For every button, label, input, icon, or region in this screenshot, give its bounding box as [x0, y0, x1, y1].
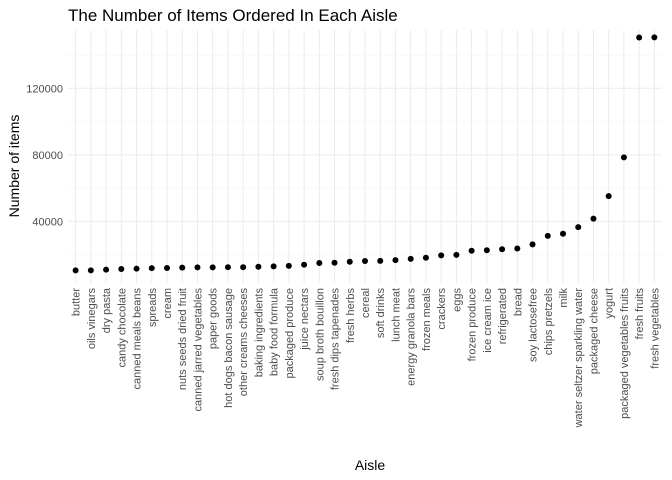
data-point [453, 251, 460, 258]
x-tick-label: fresh dips tapenades [330, 288, 342, 391]
x-tick-label: butter [71, 288, 83, 316]
data-point [483, 247, 490, 254]
x-tick-label: cream [162, 288, 174, 319]
data-point [194, 264, 201, 271]
x-tick-label: yogurt [604, 288, 616, 319]
x-tick-label: baby food formula [269, 287, 281, 376]
data-point [544, 232, 551, 239]
x-tick-label: eggs [451, 288, 463, 312]
x-tick-label: frozen produce [467, 288, 479, 361]
data-point [118, 266, 125, 273]
x-tick-label: canned meals beans [132, 288, 144, 390]
data-point [575, 224, 582, 231]
x-tick-label: bread [512, 288, 524, 316]
data-point [499, 246, 506, 253]
data-point [270, 263, 277, 270]
x-tick-label: other creams cheeses [238, 288, 250, 397]
x-tick-label: baking ingredients [253, 288, 265, 378]
x-tick-label: oils vinegars [86, 288, 98, 350]
data-point [529, 241, 536, 248]
data-point [468, 247, 475, 254]
x-tick-label: milk [558, 288, 570, 308]
x-tick-label: hot dogs bacon sausage [223, 288, 235, 408]
data-point [209, 264, 216, 271]
data-point [72, 267, 79, 274]
data-point [438, 252, 445, 259]
data-point [392, 257, 399, 264]
x-tick-label: juice nectars [299, 288, 311, 351]
data-point [377, 257, 384, 264]
y-tick-labels: 40000 80000 120000 [26, 83, 63, 228]
data-point [133, 265, 140, 272]
data-point [590, 215, 597, 222]
x-tick-label: soy lactosefree [528, 288, 540, 362]
data-point [651, 34, 658, 41]
x-tick-label: water seltzer sparkling water [573, 288, 585, 429]
data-point [514, 245, 521, 252]
data-point [87, 267, 94, 274]
y-tick-label: 80000 [32, 150, 63, 162]
x-tick-label: chips pretzels [543, 288, 555, 356]
x-tick-label: soup broth bouillon [314, 288, 326, 381]
data-point [255, 263, 262, 270]
data-point [240, 264, 247, 271]
y-tick-label: 120000 [26, 83, 63, 95]
x-tick-label: paper goods [208, 288, 220, 350]
x-axis-title: Aisle [355, 457, 386, 473]
y-axis-title: Number of items [6, 115, 22, 218]
data-point [148, 265, 155, 272]
x-tick-label: fresh herbs [345, 288, 357, 344]
data-point [301, 261, 308, 268]
x-tick-label: crackers [436, 288, 448, 330]
data-point [560, 230, 566, 237]
data-point [179, 264, 186, 271]
x-tick-label: lunch meat [390, 288, 402, 342]
x-tick-label: dry pasta [101, 287, 113, 333]
x-tick-label: fresh fruits [634, 288, 646, 340]
data-point [224, 264, 231, 271]
x-tick-label: packaged cheese [588, 288, 600, 374]
x-tick-label: energy granola bars [406, 288, 418, 386]
grid [68, 30, 662, 283]
chart-title: The Number of Items Ordered In Each Aisl… [68, 6, 398, 25]
data-point [605, 193, 612, 200]
x-tick-label: cereal [360, 288, 372, 318]
data-point [346, 258, 353, 265]
data-point [285, 262, 292, 269]
data-point [316, 260, 323, 267]
x-tick-label: canned jarred vegetables [192, 288, 204, 412]
x-tick-label: fresh vegetables [649, 288, 661, 369]
x-tick-label: packaged produce [284, 288, 296, 379]
data-point [331, 259, 338, 266]
data-point [422, 254, 429, 261]
x-tick-labels: butter oils vinegars dry pasta candy chocol… [71, 287, 662, 428]
data-point [164, 265, 170, 272]
data-point [103, 266, 110, 273]
data-point [636, 34, 643, 41]
x-tick-label: refrigerated [497, 288, 509, 344]
y-tick-label: 40000 [32, 216, 63, 228]
x-tick-label: candy chocolate [116, 288, 128, 368]
x-tick-label: frozen meals [421, 288, 433, 351]
x-tick-label: packaged vegetables fruits [619, 288, 631, 419]
x-tick-label: spreads [147, 288, 159, 328]
data-point [620, 154, 627, 161]
x-tick-label: ice cream ice [482, 288, 494, 353]
x-tick-label: nuts seeds dried fruit [177, 288, 189, 390]
x-tick-label: soft drinks [375, 288, 387, 339]
data-points [72, 34, 658, 274]
data-point [407, 255, 414, 262]
data-point [362, 258, 368, 265]
